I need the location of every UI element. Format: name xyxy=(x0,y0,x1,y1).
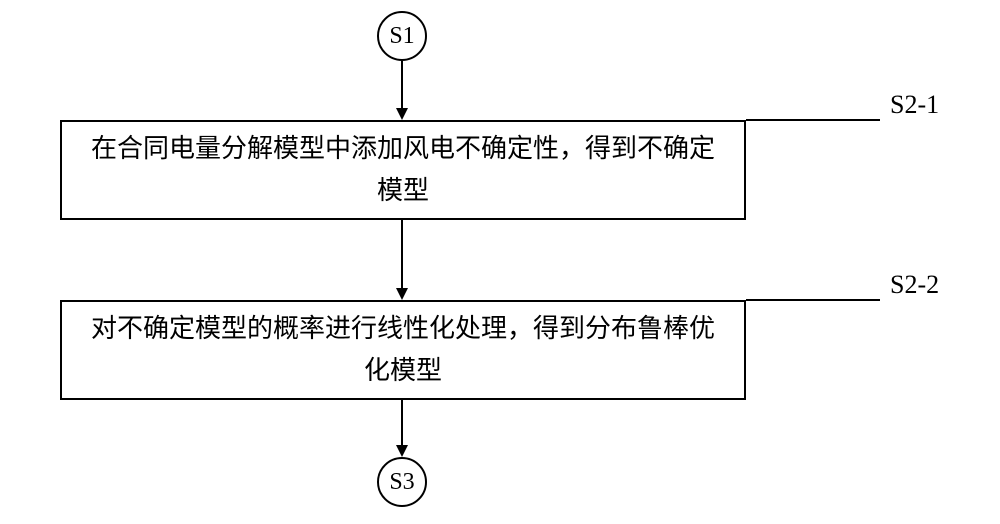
node-b2: 对不确定模型的概率进行线性化处理，得到分布鲁棒优化模型 xyxy=(60,300,746,400)
edge-b1-b2 xyxy=(390,220,414,301)
leader-s2-1 xyxy=(746,119,880,121)
label-s2-1: S2-1 xyxy=(890,90,939,120)
node-s3: S3 xyxy=(377,457,427,507)
node-b2-text: 对不确定模型的概率进行线性化处理，得到分布鲁棒优化模型 xyxy=(82,308,724,391)
node-s1: S1 xyxy=(377,11,427,61)
edge-b2-s3 xyxy=(390,400,414,458)
flowchart-canvas: S1 在合同电量分解模型中添加风电不确定性，得到不确定模型 对不确定模型的概率进… xyxy=(0,0,1000,524)
node-b1-text: 在合同电量分解模型中添加风电不确定性，得到不确定模型 xyxy=(82,128,724,211)
edge-s1-b1 xyxy=(390,61,414,121)
label-s2-2: S2-2 xyxy=(890,270,939,300)
leader-s2-2 xyxy=(746,299,880,301)
node-b1: 在合同电量分解模型中添加风电不确定性，得到不确定模型 xyxy=(60,120,746,220)
node-s1-label: S1 xyxy=(389,23,414,50)
node-s3-label: S3 xyxy=(389,469,414,496)
